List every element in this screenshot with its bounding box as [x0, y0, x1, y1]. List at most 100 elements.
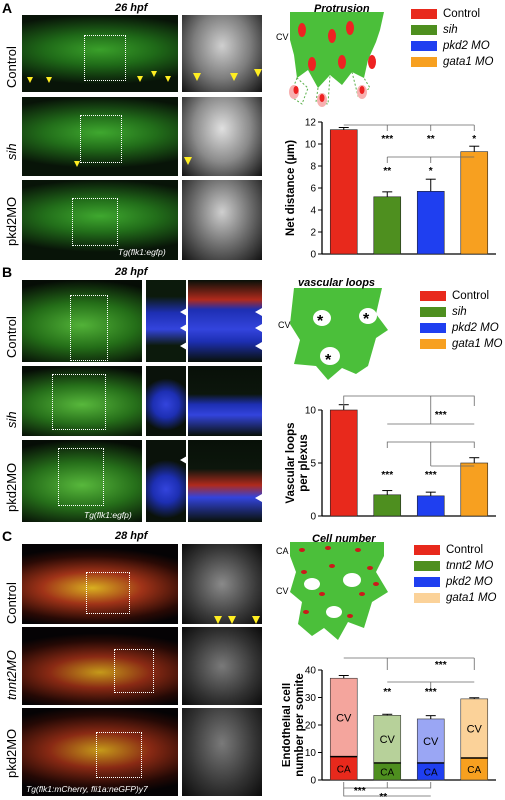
segment-label-ca: CA [380, 767, 394, 778]
micrograph-b-pkd2: Tg(flk1:egfp) [22, 440, 142, 522]
significance-label: *** [425, 687, 437, 698]
arrowhead-overlay-c [214, 616, 260, 624]
panel-letter-a: A [2, 0, 13, 16]
panel-letter-c: C [2, 528, 13, 544]
y-axis-label: Endothelial cellnumber per somite [282, 673, 306, 777]
micrograph-b-control-section [146, 280, 186, 362]
y-axis-label: Net distance (µm) [285, 140, 297, 236]
legend-swatch [420, 291, 446, 301]
diagram-cv-label-a: CV [276, 32, 289, 42]
zoom-box [86, 572, 130, 614]
bar [329, 409, 358, 517]
legend-swatch [414, 593, 440, 603]
y-tick-label: 40 [305, 666, 317, 677]
segment-label-cv: CV [467, 723, 483, 735]
row-label-b-control: Control [4, 316, 19, 358]
legend-item: gata1 MO [414, 592, 497, 604]
legend-swatch [420, 339, 446, 349]
legend-item: pkd2 MO [414, 576, 493, 588]
micrograph-c-control [22, 544, 178, 624]
y-axis-label: Vascular loopsper plexus [285, 422, 310, 503]
bar [373, 494, 402, 517]
legend-label: sih [452, 306, 467, 318]
legend-item: Control [411, 8, 480, 20]
y-tick-label: 0 [310, 512, 316, 523]
legend-label: tnnt2 MO [446, 560, 494, 572]
segment-label-ca: CA [467, 765, 481, 776]
diagram-title-b: vascular loops [298, 277, 375, 289]
row-label-c-pkd2: pkd2MO [4, 728, 19, 778]
legend-swatch [414, 545, 440, 555]
loop-marker: * [317, 313, 324, 330]
legend-item: pkd2 MO [411, 40, 490, 52]
y-tick-label: 20 [305, 721, 317, 732]
zoom-box [80, 115, 122, 163]
legend-swatch [411, 57, 437, 67]
row-label-c-control: Control [4, 582, 19, 624]
arrowhead-overlay-a [27, 69, 262, 167]
zoom-box [114, 649, 154, 693]
segment-label-cv: CV [423, 736, 439, 748]
significance-label: *** [425, 470, 437, 481]
row-label-a-control: Control [4, 46, 19, 88]
significance-bracket [343, 395, 475, 406]
diagram-cv-label-c: CV [276, 586, 289, 596]
micrograph-a-pkd2: Tg(flk1:egfp) [22, 180, 178, 260]
zoom-box [70, 295, 108, 361]
y-tick-label: 10 [305, 406, 317, 417]
zoom-box [52, 374, 106, 430]
legend-item: sih [420, 306, 467, 318]
diagram-ca-label-c: CA [276, 546, 289, 556]
bar-segment-cv [416, 718, 445, 764]
diagram-cv-label-b: CV [278, 320, 291, 330]
legend-swatch [420, 307, 446, 317]
timepoint-label-a: 26 hpf [115, 2, 148, 14]
row-label-b-pkd2: pkd2MO [4, 462, 19, 512]
legend-label: Control [446, 544, 484, 556]
segment-label-cv: CV [380, 734, 396, 746]
significance-label: ** [383, 687, 391, 698]
micrograph-b-sih-section [146, 366, 186, 436]
legend-swatch [420, 323, 446, 333]
legend-item: Control [414, 544, 483, 556]
micrograph-b-control [22, 280, 142, 362]
significance-bracket [343, 788, 431, 797]
bar [329, 129, 358, 255]
y-tick-label: 8 [310, 162, 316, 173]
timepoint-label-c: 28 hpf [115, 530, 148, 542]
row-label-b-sih: sih [4, 411, 19, 428]
y-tick-label: 6 [310, 184, 316, 195]
y-tick-label: 12 [305, 118, 317, 129]
micrograph-c-pkd2-zoom [182, 708, 262, 796]
significance-label: ** [379, 792, 387, 800]
transgene-label-b: Tg(flk1:egfp) [84, 510, 132, 520]
y-tick-label: 0 [310, 776, 316, 787]
legend-swatch [414, 577, 440, 587]
arrowhead-overlay-b [180, 308, 262, 502]
significance-label: *** [381, 470, 393, 481]
legend-label: gata1 MO [452, 338, 503, 350]
row-label-a-sih: sih [4, 143, 19, 160]
legend-label: gata1 MO [443, 56, 494, 68]
micrograph-c-control-zoom [182, 544, 262, 624]
legend-item: gata1 MO [411, 56, 494, 68]
legend-label: Control [443, 8, 481, 20]
transgene-label-c: Tg(flk1:mCherry, fli1a:neGFP)y7 [26, 784, 148, 794]
bar [416, 191, 445, 255]
legend-swatch [411, 41, 437, 51]
legend-item: pkd2 MO [420, 322, 499, 334]
y-tick-label: 2 [310, 228, 316, 239]
bar [373, 196, 402, 255]
legend-label: pkd2 MO [443, 40, 490, 52]
segment-label-ca: CA [424, 767, 438, 778]
zoom-box [58, 448, 104, 506]
legend-label: pkd2 MO [446, 576, 493, 588]
bar [460, 462, 489, 517]
diagram-protrusion: CV Protrusion [276, 3, 384, 107]
legend-label: sih [443, 24, 458, 36]
zoom-box [84, 35, 126, 81]
bar [460, 151, 489, 255]
micrograph-a-sih-zoom [182, 97, 262, 176]
segment-label-cv: CV [336, 712, 352, 724]
loop-marker: * [325, 352, 332, 369]
